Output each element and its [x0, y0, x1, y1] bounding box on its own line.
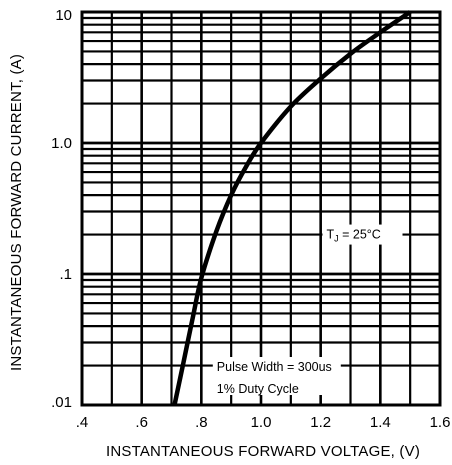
series-line	[172, 10, 412, 406]
annotation-test-conditions: Pulse Width = 300us 1% Duty Cycle	[212, 357, 341, 396]
y-axis-title: INSTANTANEOUS FORWARD CURRENT, (A)	[8, 54, 25, 371]
annotation-duty-cycle: 1% Duty Cycle	[217, 382, 299, 396]
annotation-temperature-background	[322, 224, 403, 245]
annotation-temperature-main: T	[327, 228, 335, 242]
y-tick-label: .01	[51, 394, 72, 411]
y-tick-label: 1.0	[51, 135, 72, 152]
annotation-pulse-width: Pulse Width = 300us	[217, 360, 332, 374]
x-tick-label: 1.0	[251, 414, 272, 431]
x-tick-label: .6	[135, 414, 148, 431]
x-tick-label: 1.6	[430, 414, 451, 431]
y-tick-label: 10	[55, 7, 72, 24]
annotation-temperature-sub: J	[334, 234, 339, 244]
annotation-temperature-text: TJ = 25°C	[327, 228, 381, 244]
x-axis-title: INSTANTANEOUS FORWARD VOLTAGE, (V)	[106, 443, 420, 460]
y-tick-label: .1	[59, 266, 72, 283]
annotation-temperature: TJ = 25°C	[322, 224, 403, 245]
annotation-test-conditions-background	[212, 357, 341, 396]
annotation-temperature-rest: = 25°C	[339, 228, 381, 242]
grid	[82, 12, 440, 405]
x-tick-label: .8	[195, 414, 208, 431]
x-tick-labels: .4 .6 .8 1.0 1.2 1.4 1.6	[76, 414, 451, 431]
y-tick-labels: 10 1.0 .1 .01	[51, 7, 72, 411]
x-tick-label: .4	[76, 414, 89, 431]
plot-frame	[80, 10, 442, 407]
x-tick-label: 1.2	[310, 414, 331, 431]
x-tick-label: 1.4	[370, 414, 391, 431]
